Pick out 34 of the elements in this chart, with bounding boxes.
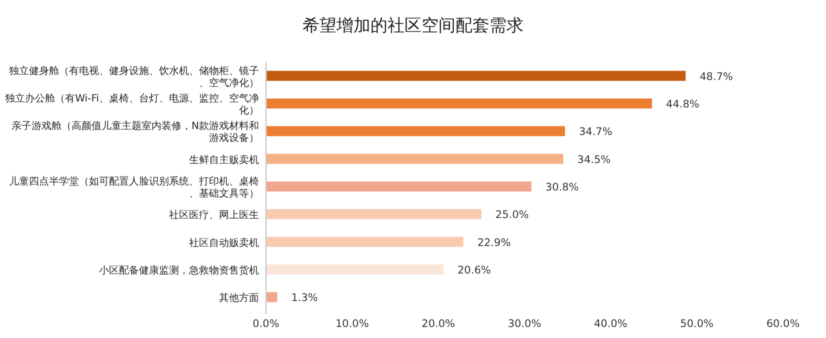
data-label: 1.3% bbox=[291, 292, 318, 304]
bar bbox=[266, 98, 652, 108]
x-tick-label: 10.0% bbox=[335, 318, 369, 330]
bar bbox=[266, 126, 565, 136]
data-label: 30.8% bbox=[545, 182, 579, 194]
x-tick-label: 40.0% bbox=[594, 318, 628, 330]
y-tick-label: 儿童四点半学堂（如可配置人脸识别系统、打印机、桌椅、基础文具等） bbox=[9, 176, 259, 200]
x-tick-label: 60.0% bbox=[766, 318, 800, 330]
data-label: 34.5% bbox=[577, 154, 611, 166]
chart-title: 希望增加的社区空间配套需求 bbox=[302, 16, 524, 36]
data-label: 44.8% bbox=[666, 98, 700, 110]
x-tick-label: 50.0% bbox=[680, 318, 714, 330]
data-label: 20.6% bbox=[458, 264, 491, 276]
bar bbox=[266, 236, 464, 247]
bar bbox=[266, 264, 444, 274]
x-tick-label: 0.0% bbox=[252, 318, 280, 330]
y-tick-label: 社区医疗、网上医生 bbox=[169, 209, 259, 222]
data-label: 22.9% bbox=[477, 236, 511, 249]
bar bbox=[266, 209, 482, 220]
data-label: 25.0% bbox=[495, 209, 529, 222]
y-tick-label: 独立办公舱（有Wi-Fi、桌椅、台灯、电源、监控、空气净化） bbox=[5, 92, 259, 116]
bar bbox=[266, 182, 532, 192]
y-tick-label: 其他方面 bbox=[219, 292, 259, 304]
data-label: 34.7% bbox=[579, 126, 612, 138]
y-tick-label: 生鲜自主贩卖机 bbox=[189, 154, 259, 166]
y-tick-label: 独立健身舱（有电视、健身设施、饮水机、储物柜、镜子、空气净化） bbox=[9, 64, 259, 89]
data-label: 48.7% bbox=[700, 70, 734, 83]
bar bbox=[266, 70, 686, 81]
y-tick-label: 社区自动贩卖机 bbox=[189, 236, 259, 249]
x-tick-label: 20.0% bbox=[422, 318, 456, 330]
bar bbox=[266, 154, 564, 164]
x-tick-label: 30.0% bbox=[508, 318, 542, 330]
y-tick-label: 小区配备健康监测，急救物资售货机 bbox=[99, 264, 259, 276]
y-tick-label: 亲子游戏舱（高颜值儿童主题室内装修，N款游戏材料和游戏设备） bbox=[12, 120, 259, 144]
